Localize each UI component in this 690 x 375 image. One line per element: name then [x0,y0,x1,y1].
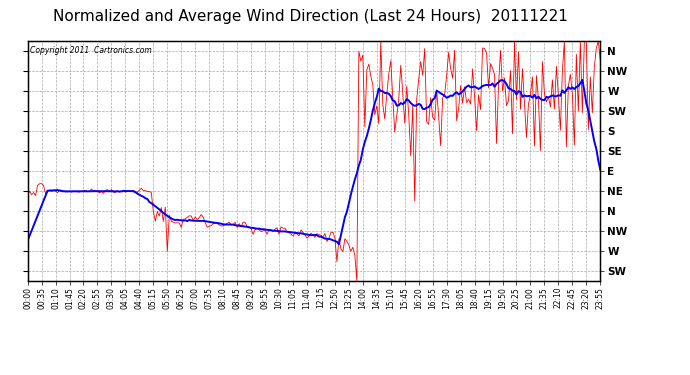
Text: Copyright 2011  Cartronics.com: Copyright 2011 Cartronics.com [30,46,152,55]
Text: Normalized and Average Wind Direction (Last 24 Hours)  20111221: Normalized and Average Wind Direction (L… [53,9,568,24]
